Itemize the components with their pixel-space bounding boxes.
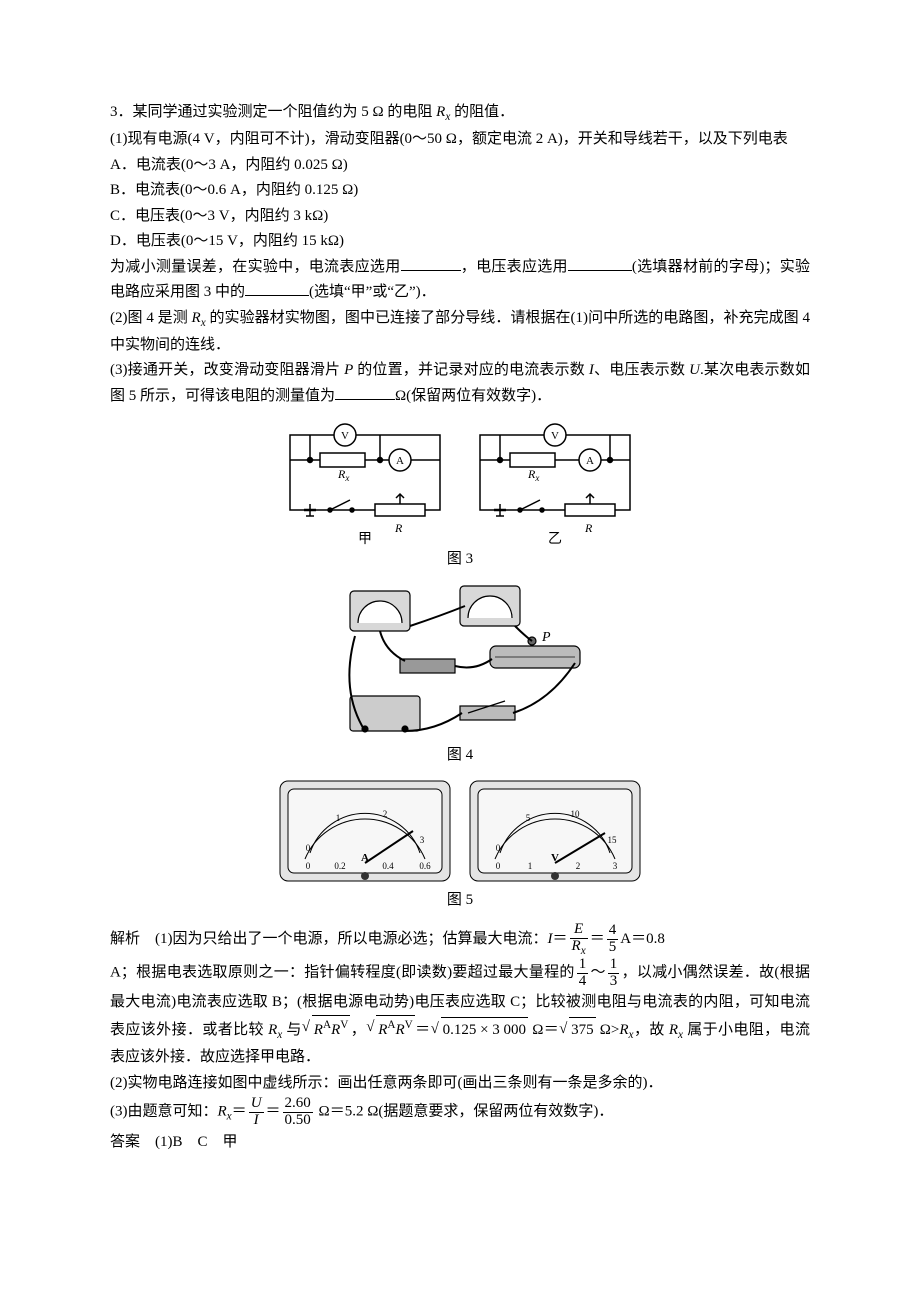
svg-text:A: A — [586, 455, 594, 467]
svg-text:0: 0 — [496, 861, 501, 871]
svg-text:0: 0 — [306, 843, 311, 853]
solution-2: (2)实物电路连接如图中虚线所示：画出任意两条即可(画出三条则有一条是多余的)． — [110, 1071, 810, 1097]
svg-text:0: 0 — [306, 861, 311, 871]
svg-text:10: 10 — [571, 809, 581, 819]
svg-text:0.2: 0.2 — [334, 861, 345, 871]
svg-text:1: 1 — [336, 813, 341, 823]
svg-text:3: 3 — [420, 835, 425, 845]
answer-label: 答案 — [110, 1133, 140, 1150]
fig4-label: 图 4 — [110, 743, 810, 769]
option-D: D．电压表(0～15 V，内阻约 15 kΩ) — [110, 229, 810, 255]
svg-text:甲: 甲 — [358, 532, 372, 545]
solution-1b: A；根据电表选取原则之一：指针偏转程度(即读数)要超过最大量程的14～13，以减… — [110, 957, 810, 1071]
figure-3: V A Rx R 甲 V A Rx — [110, 415, 810, 545]
svg-text:Rx: Rx — [527, 467, 539, 483]
svg-text:V: V — [551, 430, 559, 442]
question-stem: 3．某同学通过实验测定一个阻值约为 5 Ω 的电阻 Rx 的阻值． — [110, 100, 810, 127]
solution-1: 解析 (1)因为只给出了一个电源，所以电源必选；估算最大电流：I＝ERx＝45A… — [110, 922, 810, 958]
option-B: B．电流表(0～0.6 A，内阻约 0.125 Ω) — [110, 178, 810, 204]
q-number: 3 — [110, 104, 118, 120]
part1-blanks: 为减小测量误差，在实验中，电流表应选用，电压表应选用(选填器材前的字母)；实验电… — [110, 255, 810, 306]
svg-text:3: 3 — [613, 861, 618, 871]
svg-text:R: R — [394, 521, 403, 535]
svg-text:P: P — [541, 630, 551, 645]
part1-intro: (1)现有电源(4 V，内阻可不计)，滑动变阻器(0～50 Ω，额定电流 2 A… — [110, 127, 810, 153]
blank-circuit — [245, 280, 309, 296]
svg-text:Rx: Rx — [337, 467, 349, 483]
svg-text:0.4: 0.4 — [382, 861, 394, 871]
fig5-label: 图 5 — [110, 888, 810, 914]
blank-result — [335, 384, 395, 400]
svg-text:15: 15 — [608, 835, 618, 845]
part3: (3)接通开关，改变滑动变阻器滑片 P 的位置，并记录对应的电流表示数 I、电压… — [110, 358, 810, 409]
solution-label: 解析 — [110, 930, 140, 947]
svg-text:0.6: 0.6 — [419, 861, 431, 871]
svg-text:V: V — [341, 430, 349, 442]
svg-text:2: 2 — [576, 861, 581, 871]
part2: (2)图 4 是测 Rx 的实验器材实物图，图中已连接了部分导线．请根据在(1)… — [110, 306, 810, 359]
svg-text:1: 1 — [528, 861, 533, 871]
answer: 答案 (1)B C 甲 — [110, 1129, 810, 1156]
solution-3: (3)由题意可知：Rx＝UI＝2.600.50 Ω＝5.2 Ω(据题意要求，保留… — [110, 1096, 810, 1129]
svg-text:A: A — [396, 455, 404, 467]
svg-text:2: 2 — [383, 809, 388, 819]
option-A: A．电流表(0～3 A，内阻约 0.025 Ω) — [110, 153, 810, 179]
figure-4: P — [110, 581, 810, 741]
figure-5: 0 1 2 3 0 0.2 0.4 0.6 A 0 5 10 15 0 1 2 … — [110, 776, 810, 886]
svg-text:0: 0 — [496, 843, 501, 853]
blank-voltmeter — [568, 255, 632, 271]
svg-text:R: R — [584, 521, 593, 535]
blank-ammeter — [401, 255, 461, 271]
fig3-label: 图 3 — [110, 547, 810, 573]
svg-text:乙: 乙 — [548, 531, 562, 545]
frac-E-Rx: ERx — [568, 922, 590, 958]
frac-4-5: 45 — [605, 923, 621, 956]
svg-text:5: 5 — [526, 813, 531, 823]
option-C: C．电压表(0～3 V，内阻约 3 kΩ) — [110, 204, 810, 230]
